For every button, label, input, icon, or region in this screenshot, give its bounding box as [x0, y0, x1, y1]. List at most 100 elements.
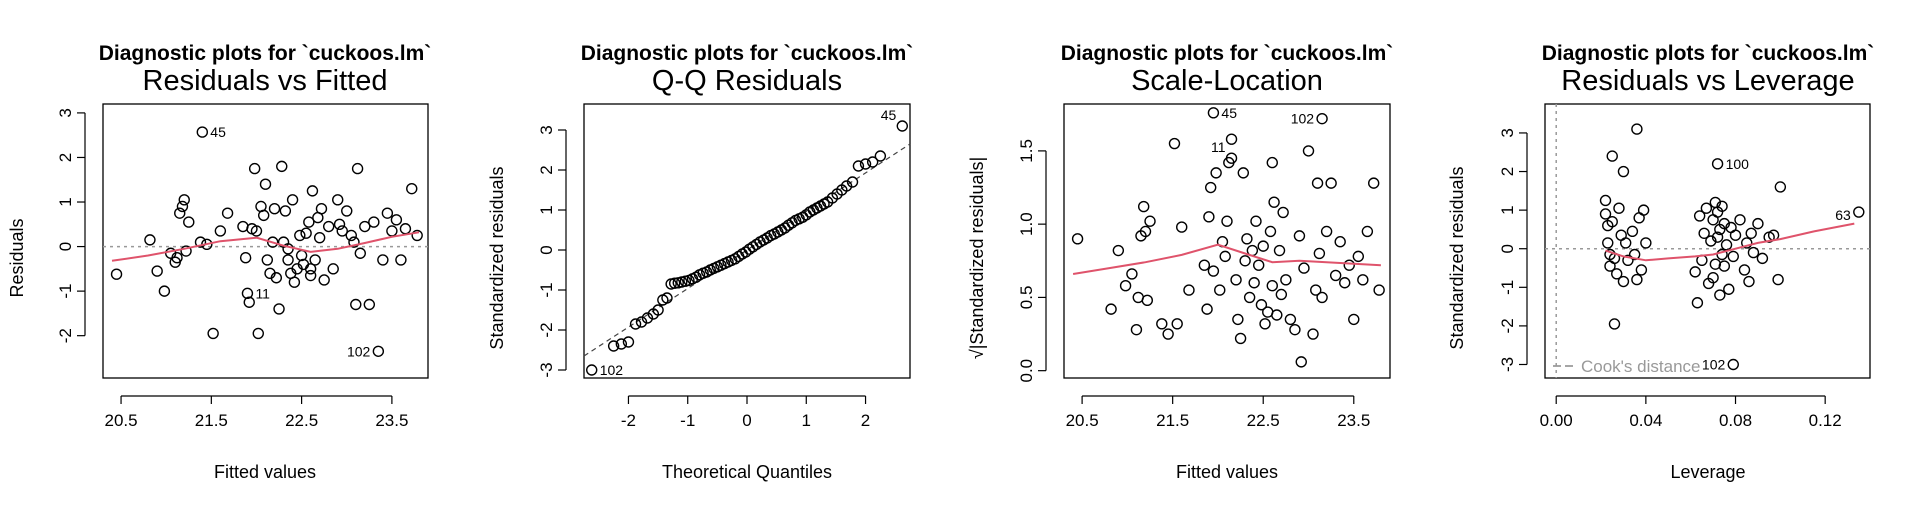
plot-frame — [102, 103, 429, 379]
data-point — [1289, 323, 1301, 336]
point-label: 100 — [1726, 156, 1750, 172]
data-point — [1774, 181, 1787, 193]
data-point — [171, 252, 183, 264]
data-point — [1348, 313, 1360, 326]
data-point — [1198, 259, 1211, 271]
y-tick-label: 3 — [1498, 128, 1517, 137]
data-point — [1743, 275, 1755, 288]
data-point — [1271, 309, 1283, 321]
panel-suptitle: Diagnostic plots for `cuckoos.lm` — [99, 42, 432, 65]
data-point — [178, 194, 190, 206]
data-point — [1727, 250, 1739, 263]
data-point — [390, 214, 403, 226]
data-point — [270, 272, 283, 284]
data-point — [1747, 246, 1760, 259]
data-point — [250, 225, 263, 237]
data-point — [1343, 259, 1355, 271]
x-tick-label: 22.5 — [1247, 411, 1280, 430]
data-point — [586, 364, 598, 376]
data-point — [411, 229, 423, 242]
data-point — [1141, 294, 1154, 307]
y-tick-label: 0 — [537, 245, 556, 254]
data-point — [866, 156, 879, 168]
data-point — [1700, 202, 1713, 214]
data-point — [1168, 137, 1181, 150]
data-point — [1716, 248, 1728, 261]
data-point — [348, 236, 360, 248]
data-point — [1230, 274, 1242, 286]
data-point — [183, 216, 195, 228]
point-label: 102 — [1291, 111, 1315, 127]
data-point — [332, 194, 344, 206]
data-point — [259, 178, 272, 190]
panel-residuals-vs-fitted: Diagnostic plots for `cuckoos.lm` Residu… — [7, 42, 431, 482]
data-point — [1613, 202, 1625, 214]
y-axis-label: Standardized residuals — [1447, 166, 1467, 349]
data-point — [1071, 233, 1084, 245]
data-point — [1239, 255, 1251, 267]
y-tick-label: -2 — [1498, 318, 1517, 333]
data-point — [1727, 358, 1739, 371]
point-label: 102 — [600, 362, 624, 378]
y-tick-label: 0.0 — [1017, 359, 1036, 383]
data-point — [239, 252, 252, 264]
data-point — [1723, 283, 1735, 295]
data-point — [273, 303, 285, 315]
y-tick-label: -1 — [56, 284, 75, 299]
data-point — [350, 298, 362, 311]
data-point — [1756, 252, 1769, 265]
data-point — [309, 254, 321, 266]
data-point — [322, 220, 335, 233]
data-point — [1201, 303, 1213, 315]
y-tick-label: 1 — [537, 205, 556, 214]
data-point — [144, 234, 156, 246]
data-point — [635, 316, 648, 328]
data-point — [1248, 277, 1260, 289]
y-axis-label: Standardized residuals — [487, 166, 507, 349]
point-label: 11 — [255, 285, 270, 301]
y-tick-label: 2 — [56, 153, 75, 162]
x-axis-label: Fitted values — [214, 462, 316, 482]
point-label: 63 — [1835, 207, 1851, 223]
x-axis-label: Theoretical Quantiles — [662, 462, 832, 482]
point-label: 11 — [1211, 139, 1226, 155]
data-point — [1112, 244, 1125, 257]
panel-suptitle: Diagnostic plots for `cuckoos.lm` — [1542, 42, 1875, 65]
data-point — [1259, 318, 1271, 330]
data-point — [1367, 177, 1380, 189]
data-point — [1255, 299, 1268, 311]
x-tick-label: 2 — [861, 411, 870, 430]
data-point — [1264, 225, 1277, 238]
panel-title: Q-Q Residuals — [652, 65, 842, 97]
panel-scale-location: Diagnostic plots for `cuckoos.lm` Scale-… — [967, 42, 1393, 482]
x-axis-label: Leverage — [1670, 462, 1745, 482]
x-tick-label: 20.5 — [105, 411, 138, 430]
data-point — [327, 263, 339, 275]
data-point — [1266, 279, 1278, 292]
x-tick-label: 0.00 — [1540, 411, 1573, 430]
data-point — [852, 160, 865, 172]
plot-frame — [1544, 103, 1871, 379]
data-point — [1640, 237, 1652, 249]
data-point — [1137, 200, 1150, 213]
data-point — [615, 338, 628, 350]
data-point — [1329, 269, 1342, 282]
data-point — [1745, 227, 1757, 239]
data-point — [1691, 297, 1704, 309]
data-point — [874, 150, 887, 162]
data-point — [1295, 356, 1307, 368]
data-point — [622, 336, 635, 348]
data-point — [1241, 233, 1253, 245]
data-point — [1352, 250, 1365, 263]
point-label: 45 — [210, 124, 226, 140]
data-point — [1693, 210, 1706, 222]
data-point — [1711, 231, 1724, 243]
point-label: 102 — [347, 343, 371, 359]
data-point — [1293, 230, 1306, 242]
data-point — [377, 254, 389, 266]
data-point — [1320, 225, 1333, 238]
data-point — [1729, 229, 1742, 241]
x-tick-label: 21.5 — [195, 411, 228, 430]
data-point — [313, 231, 326, 244]
